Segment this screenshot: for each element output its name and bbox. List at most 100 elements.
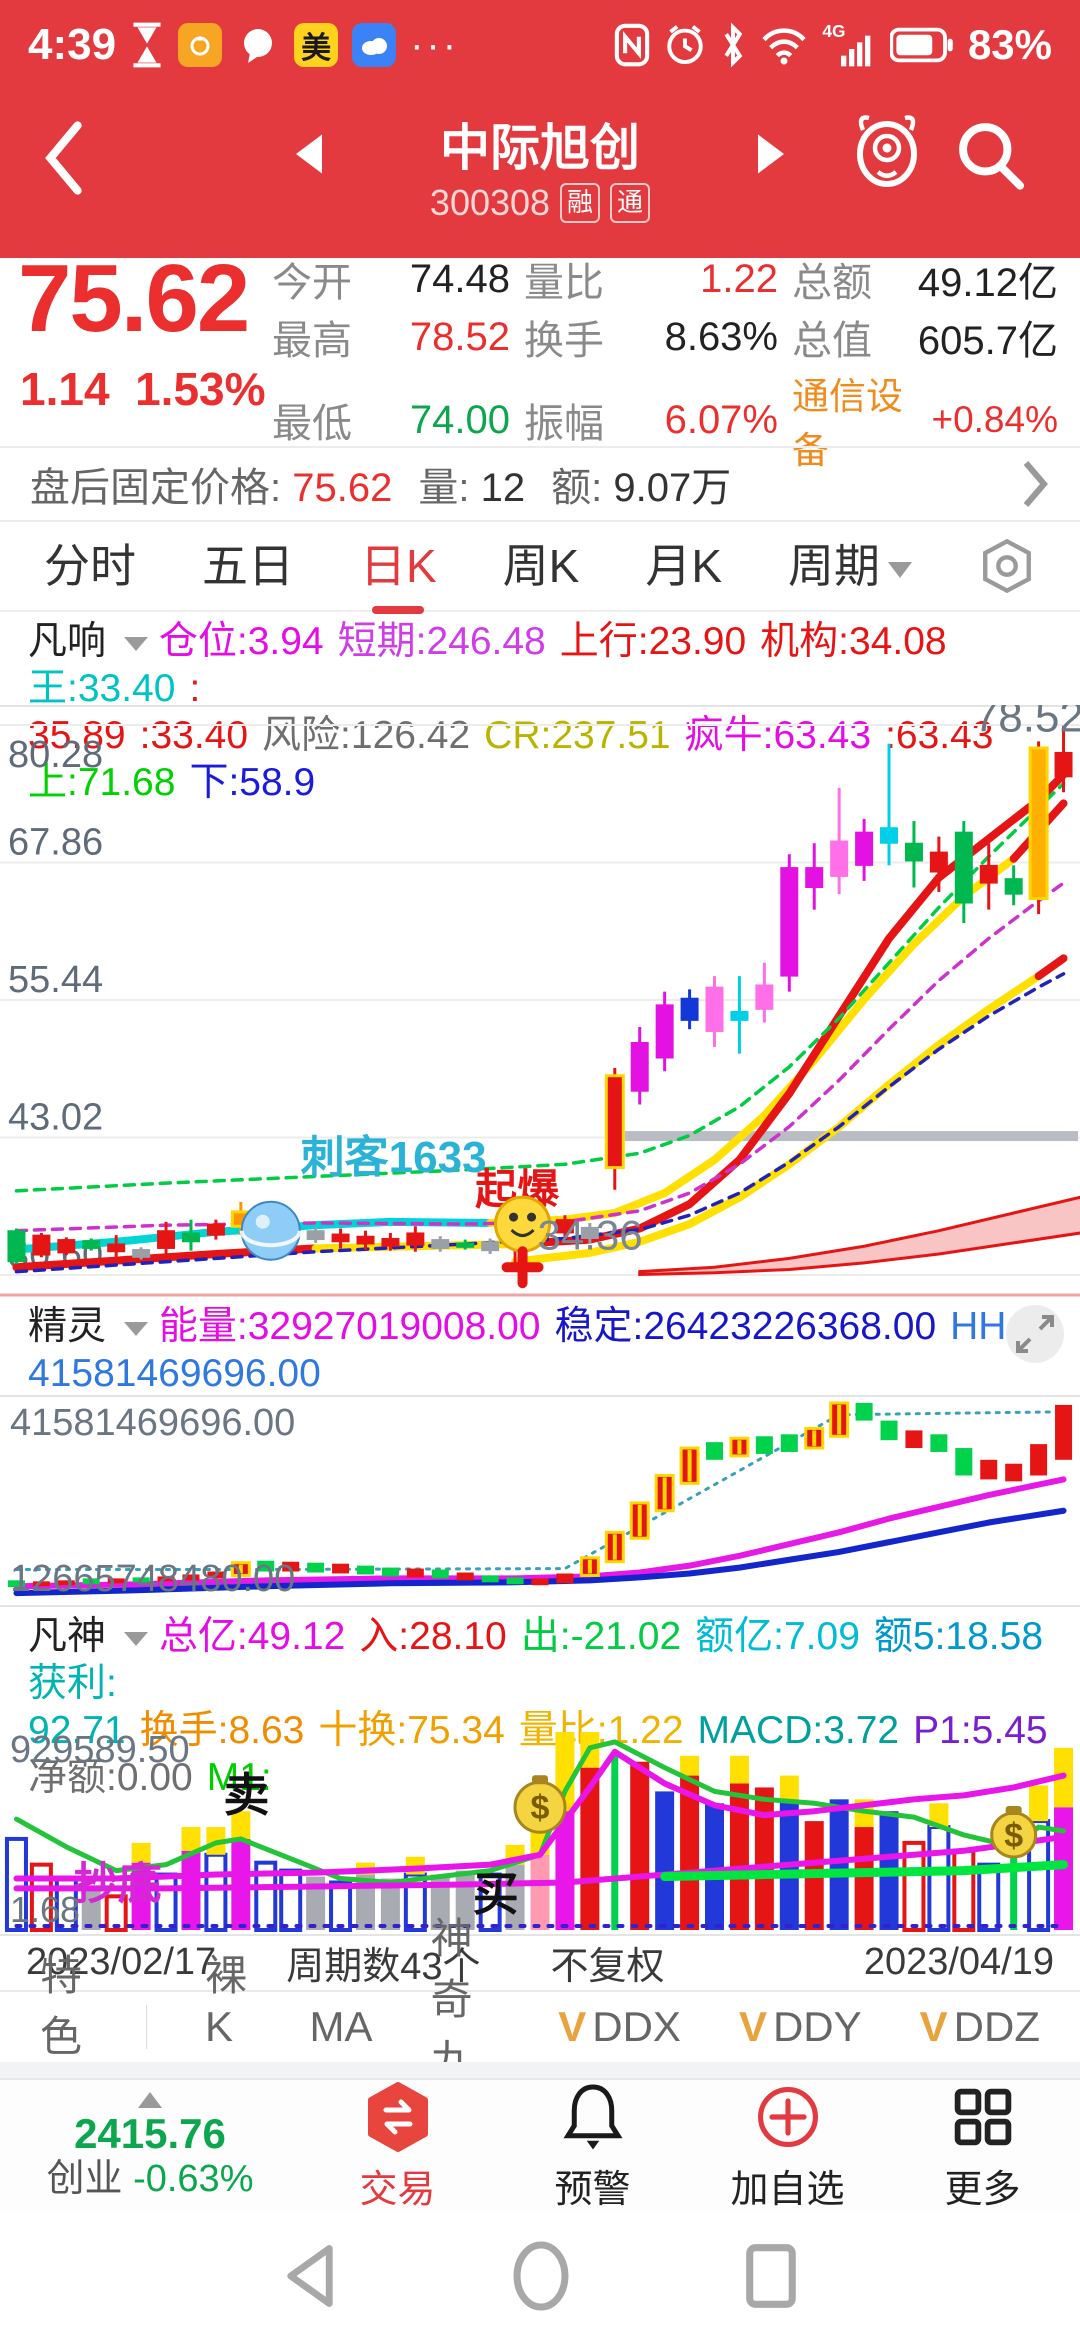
indicator-value: 王:33.40 [28,667,176,710]
chart-date-row: 2023/02/17 周期数43个 不复权 2023/04/19 [0,1936,1080,1988]
indicator-name[interactable]: 凡神 [28,1615,107,1658]
indicator-name[interactable]: 精灵 [28,1305,107,1348]
indicator-value: 出:-21.02 [520,1615,682,1658]
back-icon[interactable] [42,120,86,196]
app-header: 中际旭创 300308 融 通 [0,90,1080,258]
indicator-value: 41581469696.00 [28,1352,321,1395]
vip-v-icon: V [738,2003,767,2050]
indicator-value: 风险:126.42 [262,714,471,757]
indicator-value: 仓位:3.94 [158,620,324,663]
alert-button[interactable]: 预警 [495,2080,690,2214]
margin-badge-rong: 融 [560,183,601,223]
stat-总额: 总额 49.12亿 [792,261,1058,305]
volume-subchart[interactable]: 卖抄底 买 $ $929589.50 1.68 [0,1728,1080,1936]
after-hours-row[interactable]: 盘后固定价格: 75.62 量: 12 额: 9.07万 [0,446,1080,522]
after-hours-vol: 12 [480,466,526,510]
tab-月K[interactable]: 月K [645,540,722,592]
svg-text:80.28: 80.28 [8,734,103,776]
indicator-value: P1:5.45 [913,1709,1048,1752]
indicator-value: 35.89 [28,714,126,757]
alarm-icon [667,25,703,65]
search-icon[interactable] [952,116,1028,192]
tab-MA[interactable]: MA [309,2003,373,2050]
after-hours-vol-label: 量: [418,466,470,510]
indicator-value: MACD:3.72 [697,1709,900,1752]
stat-今开: 今开 74.48 [272,256,510,306]
tab-period-dropdown[interactable]: 周期 [788,530,912,602]
indicator-fanxiang-params[interactable]: 凡响 仓位:3.94 短期:246.48 上行:23.90 机构:34.08 王:33.… [0,612,1080,806]
chart-settings-icon[interactable] [978,537,1036,595]
svg-text:929589.50: 929589.50 [10,1729,190,1771]
index-name-change: 创业 -0.63% [46,2158,254,2201]
stock-title: 中际旭创 [440,120,640,176]
expand-icon[interactable] [1006,1305,1064,1363]
message-bubble-icon [236,23,280,67]
indicator-value: 额亿:7.09 [695,1615,860,1658]
chevron-down-icon [124,1321,149,1336]
indicator-name[interactable]: 凡响 [28,620,107,663]
moneybag-marker: $ [990,1805,1038,1859]
indicator-fanshen-params[interactable]: 凡神 总亿:49.12 入:28.10 出:-21.02 额亿:7.09 额5:18.5… [0,1607,1080,1801]
chevron-down-icon [887,561,912,578]
next-stock-icon[interactable] [758,134,784,174]
hourglass-icon [133,22,161,68]
stat-振幅: 振幅 6.07% [524,397,778,447]
main-kline-chart[interactable]: 80.2867.8655.4443.0230.60刺客1633起爆34.3678… [0,705,1080,1297]
svg-text:67.86: 67.86 [8,822,103,864]
add-watchlist-button[interactable]: 加自选 [690,2080,885,2214]
stat-最低: 最低 74.00 [272,397,510,447]
chevron-right-icon [1023,461,1048,507]
prev-stock-icon[interactable] [296,134,322,174]
trade-button[interactable]: 交易 [300,2080,495,2214]
margin-badge-tong: 通 [610,183,651,223]
indicator-value: 入:28.10 [359,1615,507,1658]
tab-DDX[interactable]: V DDX [558,2003,681,2050]
period-count: 周期数43个 [286,1945,481,1988]
status-bar: 4:39 美 ··· [0,0,1080,90]
weather-app-icon [352,23,397,67]
android-nav-bar [0,2212,1080,2340]
tab-日K[interactable]: 日K [360,530,437,602]
svg-text:抄底: 抄底 [74,1859,162,1908]
tab-DDY[interactable]: V DDY [738,2003,862,2050]
indicator-value: 上行:23.90 [559,620,747,663]
vip-v-icon: V [919,2003,948,2050]
divider-band [0,2062,1080,2078]
after-hours-price: 75.62 [292,466,393,510]
energy-subchart[interactable]: 41581469696.00 12665748480.00 [0,1395,1080,1607]
collapse-handle-icon[interactable] [138,2092,162,2108]
indicator-value: 净额:0.00 [28,1756,193,1799]
nav-back-icon[interactable] [282,2243,338,2309]
tab-五日[interactable]: 五日 [201,540,294,592]
adjust-mode[interactable]: 不复权 [550,1945,665,1988]
last-price: 75.62 [18,245,250,352]
nav-recents-icon[interactable] [744,2242,798,2310]
after-hours-label: 盘后固定价格: [30,466,282,510]
feature-tab-bar: 特色裸K线MA神奇九转VDDXVDDYVDDZ [0,1915,1080,2145]
indicator-value: 短期:246.48 [337,620,546,663]
diagnose-mascot-icon[interactable] [848,112,926,196]
svg-text:$: $ [531,1789,550,1827]
indicator-value: 十换:75.34 [318,1709,505,1752]
battery-percent: 83% [967,21,1052,68]
indicator-jingling-params[interactable]: 精灵 能量:32927019008.00 稳定:26423226368.00 HH:… [0,1297,1080,1397]
svg-text:买: 买 [473,1868,519,1920]
svg-text:55.44: 55.44 [8,959,103,1001]
svg-text:$: $ [1004,1817,1023,1855]
vip-v-icon: V [558,2003,587,2050]
tab-周K[interactable]: 周K [502,540,580,592]
nav-home-icon[interactable] [510,2239,572,2313]
after-hours-amt: 9.07万 [613,466,732,510]
stat-量比: 量比 1.22 [524,256,778,306]
more-button[interactable]: 更多 [885,2080,1080,2214]
indicator-value: 疯牛:63.43 [684,714,872,757]
tab-DDZ[interactable]: V DDZ [919,2003,1040,2050]
cross-marker [501,1246,544,1289]
tab-分时[interactable]: 分时 [44,540,136,592]
index-quote-block[interactable]: 2415.76 创业 -0.63% [0,2080,300,2214]
bell-icon [562,2083,623,2149]
app-notification-icon [178,23,223,67]
date-start: 2023/02/17 [26,1940,217,1983]
moneybag-marker: $ [513,1775,567,1834]
indicator-value: 额5:18.58 [873,1615,1044,1658]
